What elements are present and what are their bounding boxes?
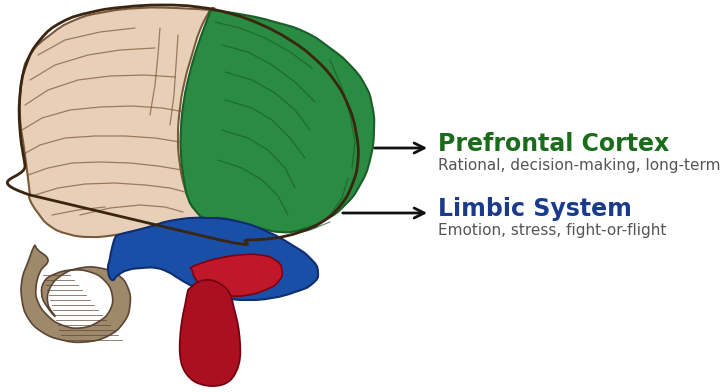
- PathPatch shape: [21, 245, 130, 342]
- Text: Prefrontal Cortex: Prefrontal Cortex: [438, 132, 670, 156]
- PathPatch shape: [179, 280, 240, 386]
- PathPatch shape: [190, 254, 282, 296]
- PathPatch shape: [181, 9, 374, 232]
- PathPatch shape: [19, 7, 215, 237]
- PathPatch shape: [108, 218, 318, 300]
- Text: Rational, decision-making, long-term: Rational, decision-making, long-term: [438, 158, 720, 173]
- Text: Emotion, stress, fight-or-flight: Emotion, stress, fight-or-flight: [438, 223, 667, 238]
- Text: Limbic System: Limbic System: [438, 197, 632, 221]
